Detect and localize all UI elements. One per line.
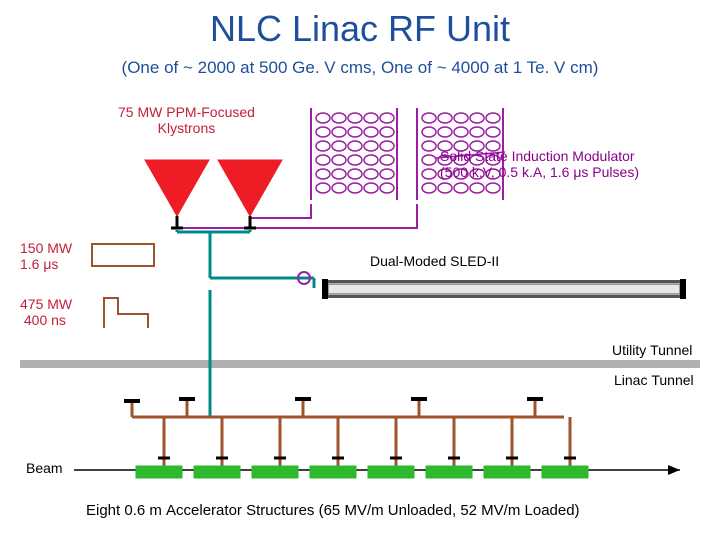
label-pulse2: 475 MW 400 ns: [20, 296, 72, 328]
accel-structure-5: [426, 466, 472, 478]
label-linac: Linac Tunnel: [614, 372, 694, 388]
accel-structure-7: [542, 466, 588, 478]
accel-structure-3: [310, 466, 356, 478]
label-caption: Eight 0.6 m Accelerator Structures (65 M…: [86, 502, 580, 519]
label-utility: Utility Tunnel: [612, 342, 692, 358]
label-beam: Beam: [26, 460, 63, 476]
klystron-1: [218, 160, 282, 216]
accel-structure-0: [136, 466, 182, 478]
tunnel-divider: [20, 360, 700, 368]
accel-structure-6: [484, 466, 530, 478]
klystron-0: [145, 160, 209, 216]
diagram-svg: [0, 0, 720, 540]
accel-structure-4: [368, 466, 414, 478]
accel-structure-2: [252, 466, 298, 478]
slide-root: NLC Linac RF Unit (One of ~ 2000 at 500 …: [0, 0, 720, 540]
label-pulse1: 150 MW1.6 μs: [20, 240, 72, 272]
label-modulator: Solid State Induction Modulator(500 k.V,…: [440, 148, 639, 180]
label-sled: Dual-Moded SLED-II: [370, 253, 499, 269]
accel-structure-1: [194, 466, 240, 478]
label-klystrons: 75 MW PPM-FocusedKlystrons: [118, 104, 255, 136]
